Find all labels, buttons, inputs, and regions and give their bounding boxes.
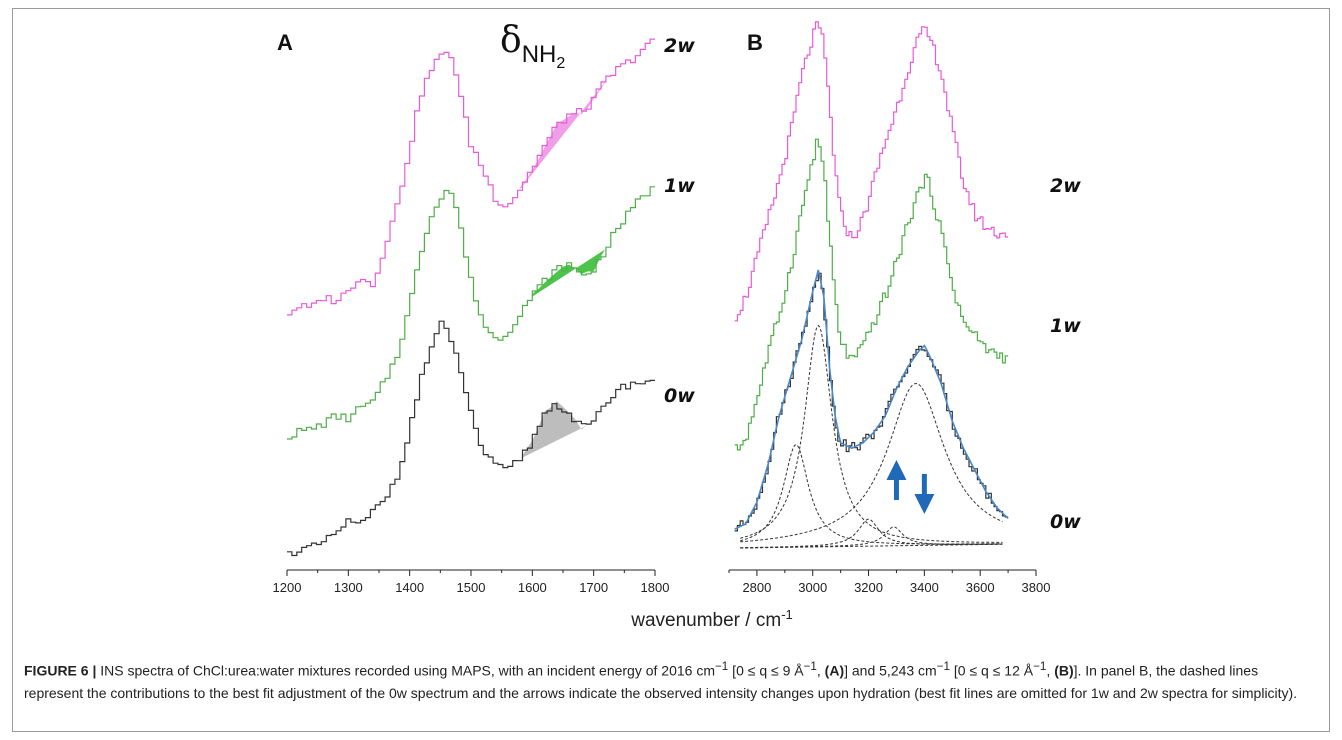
caption-text-1: INS spectra of ChCl:urea:water mixtures … — [96, 662, 715, 679]
delta-nh2-annotation: δNH2 — [500, 20, 565, 72]
caption-bold-a: (A) — [824, 662, 845, 679]
panel-a-fill-2w — [520, 80, 606, 190]
caption-sup-3: −1 — [936, 660, 951, 673]
figure-frame — [12, 8, 1330, 732]
panel-a-series-label-0w: 0w — [664, 385, 695, 407]
panel-a-x-tick-label: 1300 — [334, 580, 363, 595]
x-axis-title: wavenumber / cm-1 — [630, 607, 793, 631]
panel-b-x-tick-label: 3600 — [966, 580, 995, 595]
panel-a-x-tick-label: 1700 — [579, 580, 608, 595]
panel-a-x-tick-label: 1400 — [395, 580, 424, 595]
panel-b-x-tick-label: 3000 — [798, 580, 827, 595]
panel-a-x-tick-label: 1500 — [457, 580, 486, 595]
panel-b-fit-component — [740, 382, 1003, 543]
panel-b-series-label-0w: 0w — [1050, 511, 1081, 533]
panel-b-series-2w — [734, 21, 1009, 322]
panel-b-series-label-2w: 2w — [1050, 175, 1081, 197]
caption-sup-4: −1 — [1033, 660, 1047, 673]
panel-b-letter: B — [747, 30, 763, 55]
panel-b-series-1w — [734, 138, 1009, 451]
panel-a-plot: 1200 1300 1400 1500 1600 1700 1800 2w 1w 0w — [273, 35, 696, 595]
panel-a-series-0w — [287, 320, 655, 557]
panel-a-fill-1w — [532, 247, 606, 297]
panel-a-letter: A — [277, 30, 293, 55]
panel-b-x-tick-label: 2800 — [742, 580, 771, 595]
caption-text-4: ] and 5,243 cm — [844, 662, 937, 679]
panel-a-x-tick-label: 1800 — [641, 580, 670, 595]
panel-b-fit-component — [740, 444, 1003, 545]
panel-b-fit-baseline — [740, 543, 1003, 549]
panel-a-fill-0w — [520, 401, 588, 460]
panel-a-series-2w — [287, 38, 655, 316]
panel-b-x-tick-label: 3800 — [1022, 580, 1051, 595]
panel-b-fit-component — [740, 518, 1003, 549]
caption-label: FIGURE 6 | — [24, 662, 97, 679]
caption-text-6: , — [1046, 662, 1055, 679]
caption-text-5: [0 ≤ q ≤ 12 Å — [950, 662, 1034, 679]
panel-b-fit-component — [740, 526, 1003, 549]
panel-a-x-tick-label: 1200 — [273, 580, 302, 595]
panel-a-series-1w — [287, 186, 655, 440]
panel-b-fit-component — [740, 324, 1003, 543]
panel-a-x-tick-label: 1600 — [518, 580, 547, 595]
panel-b-x-tick-label: 3200 — [854, 580, 883, 595]
figure-svg: A 1200 1300 1400 1500 1600 1700 1800 2w 1w 0w δNH… — [273, 20, 1082, 631]
panel-b-best-fit-line — [734, 269, 1009, 530]
caption-sup-1: −1 — [715, 660, 729, 673]
figure-caption: FIGURE 6 | INS spectra of ChCl:urea:wate… — [24, 656, 1314, 704]
panel-b-plot: 2800 3000 3200 3400 3600 3800 2w 1w 0w — [728, 21, 1081, 595]
caption-text-2: [0 ≤ q ≤ 9 Å — [728, 662, 804, 679]
caption-sup-2: −1 — [803, 660, 817, 673]
panel-a-series-label-2w: 2w — [664, 35, 695, 57]
caption-bold-b: (B) — [1054, 662, 1074, 679]
caption-text-7: ]. In panel B, the dashed lines represen… — [24, 662, 1298, 701]
caption-text-3: , — [816, 662, 825, 679]
panel-a-series-label-1w: 1w — [664, 175, 695, 197]
panel-b-series-0w — [734, 272, 1009, 532]
panel-b-series-label-1w: 1w — [1050, 315, 1081, 337]
panel-b-x-tick-label: 3400 — [910, 580, 939, 595]
